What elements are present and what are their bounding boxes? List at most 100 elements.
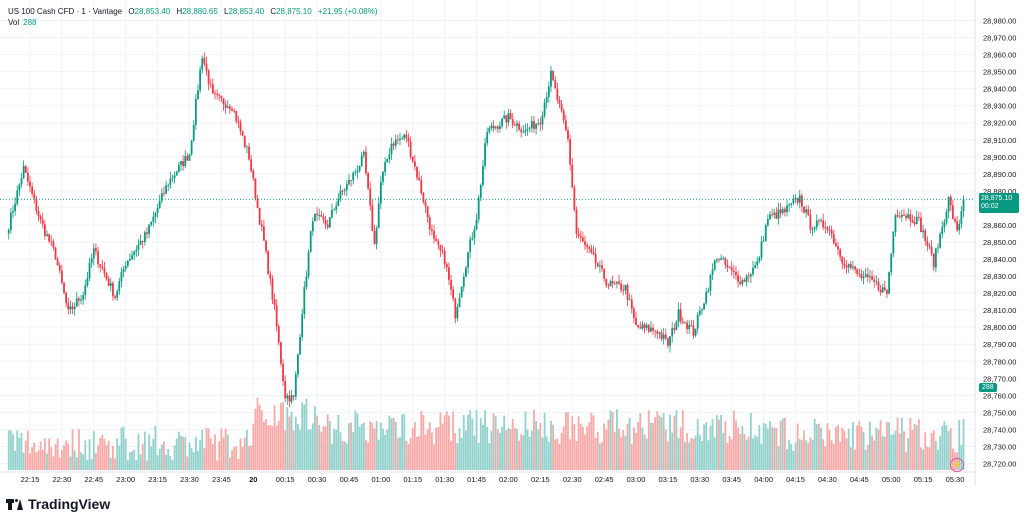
candle-body [892,231,895,254]
volume-bar [709,425,712,470]
volume-bar [605,429,608,470]
candle-body [248,146,250,160]
low-label: L [224,7,229,16]
volume-bar [401,414,404,470]
candle-body [101,266,104,269]
candle-body [139,241,142,245]
volume-bar [26,430,29,470]
candle-body [184,155,187,167]
volume-bar [250,445,253,470]
time-axis[interactable]: 22:15 22:30 22:45 23:00 23:15 23:30 23:45 20 00:… [21,475,965,484]
volume-bar [216,460,219,470]
volume-bar [450,440,452,470]
volume-bar [607,419,610,470]
volume-bar [173,445,176,470]
volume-bar [841,427,844,470]
candle-body [764,225,767,242]
volume-bar [620,437,623,470]
volume-bar [437,427,440,470]
volume-bar [171,460,174,470]
volume-bar [656,411,659,470]
volume-bar [637,422,640,470]
candle-body [924,230,927,241]
volume-bar [35,452,38,470]
price-axis[interactable]: 28,980.00 28,970.00 28,960.00 28,950.00 28,9… [983,17,1016,469]
candle-body [7,230,10,234]
volume-bar [962,418,965,470]
volume-bar [169,456,172,470]
symbol-title[interactable]: US 100 Cash CFD · 1 · Vantage [8,7,123,16]
candle-body [435,238,438,242]
candle-body [728,266,731,268]
time-tick-label: 00:15 [276,475,295,484]
candle-body [852,266,854,268]
replay-lightning-icon[interactable]: ⚡ [950,458,964,472]
candle-body [754,265,757,268]
candle-body [818,220,820,222]
volume-bar [613,431,616,470]
candle-body [752,267,754,275]
volume-bar [228,457,231,470]
candle-body [843,263,846,266]
candle-body [543,102,546,116]
volume-bar [314,406,316,470]
candle-body [277,326,280,343]
candle-body [90,258,93,264]
candle-body [477,197,480,220]
volume-bar [78,429,80,470]
volume-bar [443,415,446,470]
volume-bar [654,417,657,470]
candle-body [471,237,474,240]
volume-bar [756,436,759,470]
candle-body [611,281,614,284]
volume-bar [97,445,99,470]
volume-bar [152,438,155,470]
candle-body [24,166,27,173]
volume-bar [792,450,795,470]
volume-bar [258,405,261,470]
volume-bar [866,444,869,470]
candle-body [886,289,888,294]
time-tick-label: 03:00 [627,475,646,484]
time-tick-label: 22:15 [21,475,40,484]
candle-body [690,324,693,326]
candle-body [220,95,223,99]
volume-bar [528,436,531,470]
candle-body [881,287,884,293]
candle-body [73,306,76,310]
candle-body [450,279,452,290]
volume-bar [924,432,927,470]
volume-bar [522,435,525,470]
candle-body [547,86,550,97]
candle-body [437,241,440,245]
volume-bar [248,446,250,470]
volume-bar [941,425,944,470]
volume-bar [728,436,731,470]
candle-body [433,230,435,239]
volume-bar [273,405,276,470]
candle-body [790,203,793,205]
volume-bar [645,438,648,470]
volume-bar [292,430,295,470]
candle-body [116,291,119,298]
candle-body [190,140,193,155]
candle-body [552,70,555,81]
candle-body [263,226,265,241]
volume-bar [14,450,17,470]
volume-bar [743,434,746,470]
volume-bar [715,415,718,470]
volume-bar [518,440,520,470]
volume-label[interactable]: Vol [8,18,20,27]
price-tick-label: 28,900.00 [983,153,1016,162]
tradingview-logo[interactable]: TradingView [6,496,110,512]
volume-bar [773,427,776,470]
price-tick-label: 28,910.00 [983,136,1016,145]
volume-bar [688,442,691,470]
volume-bars [7,397,965,470]
volume-bar [945,425,948,470]
candle-body [375,228,378,244]
candle-body [67,303,70,310]
volume-bar [377,439,380,470]
candle-body [231,109,233,111]
